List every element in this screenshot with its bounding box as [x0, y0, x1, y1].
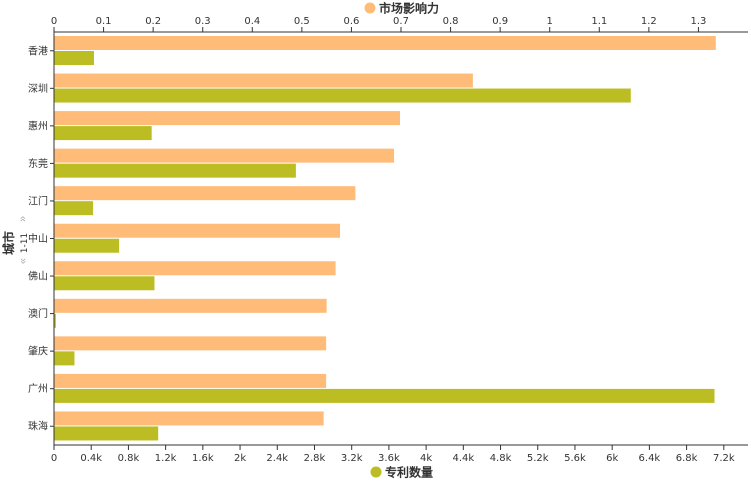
- bottom-axis-tick-label: 6.4k: [639, 453, 661, 464]
- legend-label-market-influence: 市场影响力: [379, 1, 439, 16]
- scroll-indicator[interactable]: » 1-11 »: [17, 216, 30, 264]
- bar-market-influence[interactable]: [54, 411, 324, 426]
- bars-layer: [54, 36, 716, 441]
- bottom-axis-tick-label: 2.8k: [304, 453, 326, 464]
- bottom-axis-tick-label: 1.6k: [192, 453, 214, 464]
- bottom-axis-tick-label: 0.4k: [80, 453, 102, 464]
- bar-market-influence[interactable]: [54, 261, 336, 276]
- bar-patent-count[interactable]: [54, 276, 155, 291]
- top-axis-tick-label: 0.4: [244, 16, 260, 27]
- category-label: 佛山: [28, 270, 48, 283]
- bar-patent-count[interactable]: [54, 201, 94, 216]
- scroll-range-text: 1-11: [20, 233, 30, 253]
- bottom-axis-tick-label: 6k: [606, 453, 618, 464]
- bar-patent-count[interactable]: [54, 88, 631, 103]
- bar-patent-count[interactable]: [54, 238, 120, 253]
- legend-bottom[interactable]: 专利数量: [370, 465, 434, 480]
- bar-market-influence[interactable]: [54, 223, 341, 238]
- bar-market-influence[interactable]: [54, 36, 716, 50]
- bottom-axis-tick-label: 3.2k: [341, 453, 363, 464]
- category-label: 深圳: [28, 83, 48, 95]
- category-label: 江门: [28, 194, 48, 207]
- top-axis-tick-label: 1.1: [591, 16, 607, 27]
- bottom-axis-tick-label: 3.6k: [378, 453, 400, 464]
- bottom-axis-tick-label: 2k: [234, 453, 246, 464]
- top-axis-tick-label: 0.5: [294, 16, 310, 27]
- category-label: 东莞: [28, 157, 48, 170]
- bottom-axis-tick-label: 7.2k: [713, 453, 735, 464]
- top-axis-tick-label: 0.1: [96, 16, 112, 27]
- category-label: 肇庆: [28, 345, 48, 358]
- bar-patent-count[interactable]: [54, 426, 159, 441]
- top-axis-tick-label: 1.2: [641, 16, 657, 27]
- bottom-axis-tick-label: 4.8k: [490, 453, 512, 464]
- top-axis-tick-label: 0.2: [145, 16, 161, 27]
- bar-market-influence[interactable]: [54, 373, 327, 388]
- top-axis-tick-label: 0.7: [393, 16, 409, 27]
- bottom-axis-tick-label: 4k: [420, 453, 432, 464]
- bottom-axis-tick-label: 2.4k: [266, 453, 288, 464]
- category-label: 惠州: [28, 119, 48, 132]
- bar-patent-count[interactable]: [54, 126, 152, 141]
- bottom-axis-tick-label: 5.2k: [527, 453, 549, 464]
- bar-patent-count[interactable]: [54, 351, 75, 366]
- top-axis-tick-label: 0: [51, 16, 57, 27]
- top-axis-tick-label: 1: [547, 16, 553, 27]
- bar-market-influence[interactable]: [54, 298, 327, 313]
- bar-market-influence[interactable]: [54, 111, 401, 126]
- bottom-axis-tick-label: 0.8k: [118, 453, 140, 464]
- scroll-down-icon[interactable]: »: [17, 258, 29, 264]
- category-label: 澳门: [28, 307, 48, 320]
- top-axis-tick-label: 0.8: [443, 16, 459, 27]
- legend-dot-patent-count: [370, 466, 382, 478]
- top-axis-tick-label: 1.3: [690, 16, 706, 27]
- legend-dot-market-influence: [364, 2, 376, 14]
- category-label: 香港: [28, 45, 48, 57]
- top-axis-tick-label: 0.9: [492, 16, 508, 27]
- bottom-axis-tick-label: 0: [51, 453, 57, 464]
- bottom-axis-tick-label: 1.2k: [155, 453, 177, 464]
- bottom-axis: 0 0.4k 0.8k 1.2k 1.6k 2k 2.4k 2.8k 3.2k 3.6k 4k 4.4…: [51, 445, 735, 464]
- bar-patent-count[interactable]: [54, 163, 296, 178]
- bottom-axis-tick-label: 5.6k: [564, 453, 586, 464]
- top-axis-tick-label: 0.3: [195, 16, 211, 27]
- category-label: 中山: [28, 232, 48, 245]
- bar-patent-count[interactable]: [54, 388, 715, 403]
- legend-label-patent-count: 专利数量: [385, 465, 433, 480]
- top-axis-tick-label: 0.6: [343, 16, 359, 27]
- bar-market-influence[interactable]: [54, 148, 395, 163]
- bar-market-influence[interactable]: [54, 186, 356, 201]
- bottom-axis-tick-label: 6.8k: [676, 453, 698, 464]
- category-label: 珠海: [28, 420, 48, 433]
- legend-top[interactable]: 市场影响力: [364, 1, 440, 16]
- category-label: 广州: [28, 383, 48, 395]
- y-axis-title: 城市: [1, 231, 16, 255]
- bar-patent-count[interactable]: [54, 313, 56, 328]
- top-axis: 0 0.1 0.2 0.3 0.4 0.5 0.6 0.7 0.8 0.9 1 1.1 1.2 1.3: [51, 16, 706, 32]
- bar-market-influence[interactable]: [54, 336, 327, 351]
- scroll-up-icon[interactable]: »: [17, 216, 29, 222]
- bar-patent-count[interactable]: [54, 51, 95, 65]
- bottom-axis-tick-label: 4.4k: [452, 453, 474, 464]
- bar-market-influence[interactable]: [54, 73, 473, 88]
